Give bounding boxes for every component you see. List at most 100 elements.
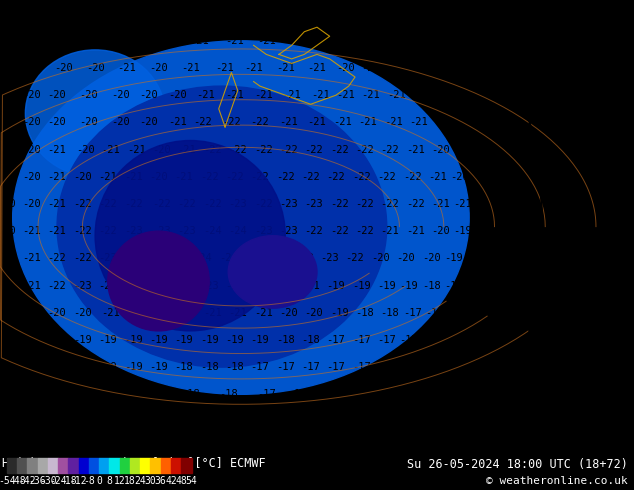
- Text: -20: -20: [307, 9, 327, 19]
- Text: -17: -17: [352, 362, 371, 372]
- Text: -23: -23: [200, 281, 219, 291]
- Text: -22: -22: [250, 281, 269, 291]
- Text: -19: -19: [425, 36, 444, 46]
- Text: -16: -16: [384, 390, 403, 399]
- Text: -19: -19: [149, 362, 168, 372]
- Text: -22: -22: [250, 118, 269, 127]
- Bar: [150, 458, 161, 473]
- Text: -17: -17: [327, 362, 346, 372]
- Text: 30: 30: [145, 476, 157, 486]
- Text: -21: -21: [282, 90, 301, 100]
- Text: -18: -18: [555, 9, 574, 19]
- Bar: [130, 458, 140, 473]
- Text: -20: -20: [431, 226, 450, 236]
- Text: -22: -22: [228, 145, 247, 154]
- Text: -19: -19: [0, 308, 16, 318]
- Ellipse shape: [95, 141, 285, 331]
- Text: -19: -19: [22, 362, 41, 372]
- Text: -19: -19: [225, 335, 244, 345]
- Text: -20: -20: [48, 118, 67, 127]
- Text: -21: -21: [431, 199, 450, 209]
- Text: -23: -23: [304, 199, 323, 209]
- Text: -20: -20: [73, 172, 92, 182]
- Text: -19: -19: [469, 36, 488, 46]
- Text: -21: -21: [174, 172, 193, 182]
- Text: -19: -19: [520, 145, 539, 154]
- Text: -20: -20: [0, 36, 16, 46]
- Text: -19: -19: [330, 308, 349, 318]
- Text: -22: -22: [403, 172, 422, 182]
- Text: -22: -22: [178, 199, 197, 209]
- Text: -24: -24: [168, 253, 187, 263]
- Text: -21: -21: [257, 36, 276, 46]
- Text: -21: -21: [127, 145, 146, 154]
- Text: -21: -21: [190, 36, 209, 46]
- Text: -22: -22: [254, 199, 273, 209]
- Text: -21: -21: [333, 118, 352, 127]
- Bar: [37, 458, 48, 473]
- Text: -21: -21: [48, 226, 67, 236]
- Text: -19: -19: [0, 335, 16, 345]
- Text: -21: -21: [307, 63, 327, 73]
- Text: -19: -19: [327, 281, 346, 291]
- Text: -22: -22: [225, 172, 244, 182]
- Text: -21: -21: [178, 145, 197, 154]
- Text: -21: -21: [89, 9, 108, 19]
- Text: -22: -22: [124, 199, 143, 209]
- Text: -21: -21: [241, 9, 260, 19]
- Text: -20: -20: [76, 145, 95, 154]
- Bar: [140, 458, 150, 473]
- Text: -20: -20: [387, 9, 406, 19]
- Bar: [58, 458, 68, 473]
- Text: -19: -19: [399, 281, 418, 291]
- Text: -23: -23: [279, 226, 298, 236]
- Text: -18: -18: [466, 253, 485, 263]
- Text: -19: -19: [22, 308, 41, 318]
- Text: -22: -22: [406, 199, 425, 209]
- Text: -19: -19: [54, 390, 73, 399]
- Text: -20: -20: [387, 63, 406, 73]
- Text: -20: -20: [0, 9, 16, 19]
- Bar: [110, 458, 120, 473]
- Text: 48: 48: [176, 476, 187, 486]
- Text: 24: 24: [134, 476, 146, 486]
- Text: -19: -19: [0, 362, 16, 372]
- Bar: [68, 458, 79, 473]
- Text: -22: -22: [355, 145, 374, 154]
- Text: -20: -20: [288, 36, 307, 46]
- Text: -21: -21: [225, 36, 244, 46]
- Text: -23: -23: [98, 253, 117, 263]
- Text: -19: -19: [523, 90, 542, 100]
- Text: 0: 0: [96, 476, 102, 486]
- Text: -21: -21: [276, 281, 295, 291]
- Text: -19: -19: [250, 335, 269, 345]
- Text: -19: -19: [479, 90, 498, 100]
- Bar: [7, 458, 17, 473]
- Text: -24: -24: [219, 253, 238, 263]
- Text: -19: -19: [86, 390, 105, 399]
- Text: -24: -24: [193, 253, 212, 263]
- Text: -22: -22: [355, 226, 374, 236]
- Text: -22: -22: [73, 199, 92, 209]
- Text: -22: -22: [377, 172, 396, 182]
- Bar: [99, 458, 110, 473]
- Text: -19: -19: [149, 390, 168, 399]
- Text: 54: 54: [186, 476, 197, 486]
- Text: -20: -20: [304, 308, 323, 318]
- Text: -20: -20: [22, 118, 41, 127]
- Text: -21: -21: [22, 281, 41, 291]
- Text: -23: -23: [152, 226, 171, 236]
- Text: -18: -18: [60, 476, 77, 486]
- Text: -36: -36: [29, 476, 46, 486]
- Text: -20: -20: [149, 172, 168, 182]
- Text: -19: -19: [412, 63, 431, 73]
- Text: -20: -20: [73, 308, 92, 318]
- Ellipse shape: [25, 50, 165, 177]
- Text: -20: -20: [168, 90, 187, 100]
- Text: -19: -19: [501, 90, 520, 100]
- Text: -19: -19: [520, 226, 539, 236]
- Ellipse shape: [13, 41, 469, 394]
- Text: -19: -19: [476, 145, 495, 154]
- Text: -22: -22: [355, 199, 374, 209]
- Text: -18: -18: [380, 308, 399, 318]
